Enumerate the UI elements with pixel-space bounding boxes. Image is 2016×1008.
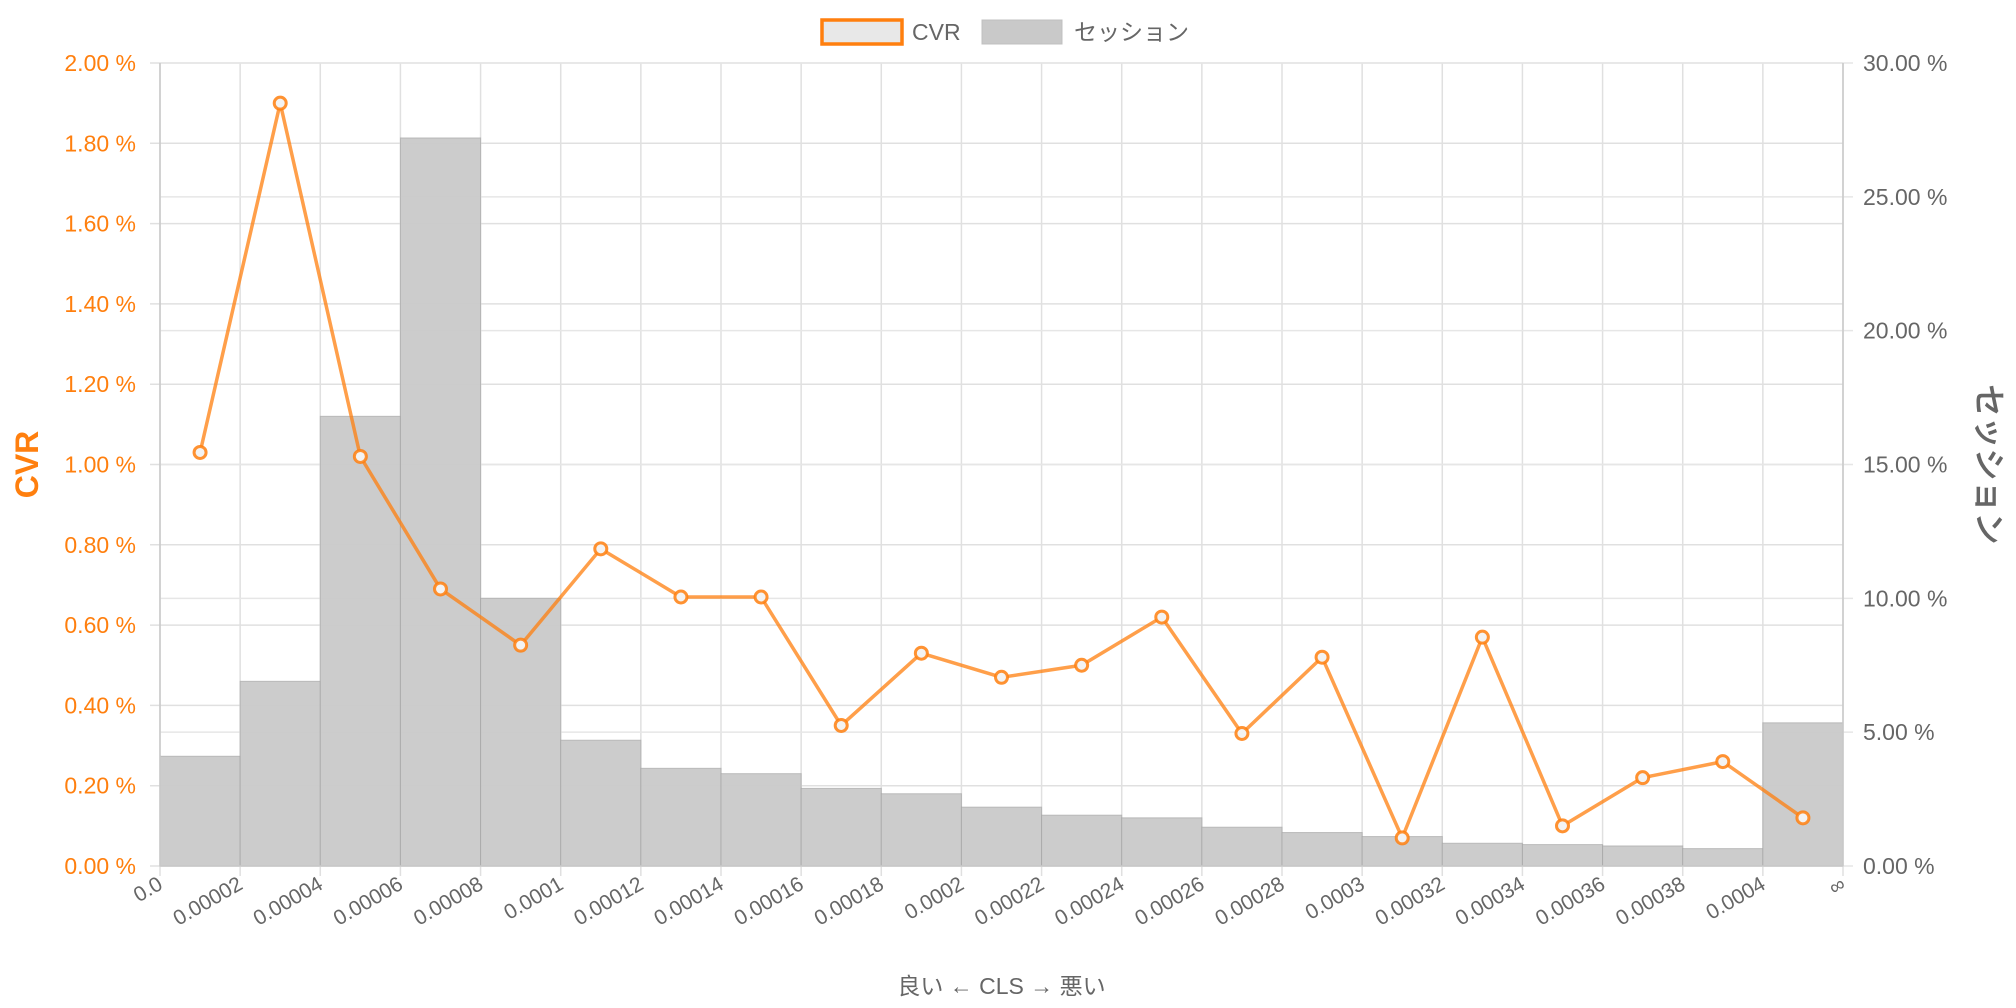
left-tick-label: 0.60 % — [64, 612, 136, 638]
right-tick-label: 20.00 % — [1863, 318, 1947, 344]
cvr-point — [833, 717, 849, 733]
cvr-point — [1234, 726, 1250, 742]
left-tick-label: 1.20 % — [64, 371, 136, 397]
session-bar — [720, 773, 802, 867]
cvr-point — [1555, 818, 1570, 834]
right-axis-title: セッション — [1971, 384, 2007, 544]
session-bar — [399, 137, 482, 867]
cvr-point — [753, 589, 769, 605]
cvr-point — [1635, 770, 1651, 786]
x-tick-label: 0.00018 — [811, 872, 888, 930]
x-tick-label: 0.00006 — [330, 872, 407, 930]
x-tick-label: 0.00024 — [1051, 872, 1129, 930]
left-tick-label: 0.40 % — [64, 692, 136, 718]
session-bar — [800, 787, 882, 867]
right-tick-label: 25.00 % — [1863, 184, 1947, 210]
cvr-point — [192, 444, 208, 460]
session-bar — [1602, 845, 1684, 867]
session-bar — [1121, 817, 1203, 867]
session-bar — [640, 767, 722, 867]
cvr-point — [272, 95, 288, 111]
x-axis-title: 良い ← CLS → 悪い — [897, 973, 1105, 999]
x-tick-label: 0.00008 — [410, 872, 487, 930]
left-tick-label: 1.80 % — [64, 130, 136, 156]
x-tick-label: 0.0003 — [1302, 872, 1369, 924]
session-bar — [239, 680, 321, 867]
x-tick-label: 0.00014 — [650, 872, 728, 930]
x-tick-label: 0.00012 — [570, 872, 647, 930]
x-tick-label: 0.00028 — [1211, 872, 1288, 930]
x-tick-label: 0.00026 — [1131, 872, 1208, 930]
cvr-point — [593, 541, 609, 557]
left-tick-label: 2.00 % — [64, 50, 136, 76]
cvr-point — [1474, 629, 1490, 645]
legend-item-sessions[interactable]: セッション — [981, 19, 1189, 45]
left-tick-label: 0.00 % — [64, 853, 136, 879]
session-bar — [1041, 814, 1123, 867]
cvr-line — [192, 95, 1811, 846]
session-bar — [159, 755, 241, 867]
cvr-point — [352, 448, 368, 464]
cvr-point — [673, 589, 689, 605]
session-bar — [1762, 722, 1844, 867]
x-tick-label: 0.0002 — [901, 872, 968, 924]
x-tick-label: 0.0001 — [500, 872, 567, 924]
left-axis-title: CVR — [9, 431, 45, 499]
session-bar — [880, 793, 962, 867]
x-tick-label: 0.00016 — [730, 872, 807, 930]
legend-label-sessions: セッション — [1074, 19, 1189, 45]
cvr-point — [994, 669, 1009, 685]
session-bar — [960, 806, 1043, 867]
cvr-point — [1394, 830, 1410, 846]
right-tick-label: 15.00 % — [1863, 452, 1947, 478]
left-tick-label: 1.40 % — [64, 291, 136, 317]
x-tick-label: 0.00022 — [971, 872, 1048, 930]
right-tick-label: 5.00 % — [1863, 719, 1935, 745]
cvr-point — [1074, 657, 1090, 673]
session-bar — [1441, 842, 1523, 867]
x-tick-label: 0.00004 — [250, 872, 328, 930]
legend-swatch-cvr — [820, 18, 904, 46]
x-tick-label: 0.00038 — [1612, 872, 1689, 930]
x-tick-label: 0.0004 — [1702, 872, 1769, 924]
right-tick-label: 0.00 % — [1863, 853, 1935, 879]
session-bar — [1682, 848, 1764, 867]
session-bar — [1201, 826, 1283, 867]
cvr-point — [1154, 609, 1170, 625]
cvr-point — [1715, 754, 1731, 770]
left-tick-label: 1.00 % — [64, 452, 136, 478]
right-tick-label: 30.00 % — [1863, 50, 1947, 76]
session-bar — [1521, 844, 1604, 867]
x-tick-label: 0.00036 — [1532, 872, 1609, 930]
x-tick-label: ∞ — [1825, 872, 1849, 899]
cvr-point — [913, 645, 929, 661]
left-tick-label: 0.80 % — [64, 532, 136, 558]
session-bars — [159, 137, 1844, 867]
cvr-point — [433, 581, 448, 597]
cvr-point — [1795, 810, 1811, 826]
left-tick-label: 0.20 % — [64, 773, 136, 799]
x-tick-label: 0.00032 — [1372, 872, 1449, 930]
cvr-point — [513, 637, 529, 653]
right-tick-label: 10.00 % — [1863, 585, 1947, 611]
x-tick-label: 0.00034 — [1452, 872, 1530, 930]
session-bar — [319, 415, 401, 867]
session-bar — [1281, 832, 1363, 867]
x-tick-label: 0.00002 — [169, 872, 246, 930]
cvr-point — [1314, 649, 1330, 665]
legend[interactable]: CVR セッション — [820, 18, 1189, 46]
legend-item-cvr[interactable]: CVR — [820, 18, 961, 46]
session-bar — [560, 739, 642, 867]
legend-label-cvr: CVR — [912, 19, 961, 45]
legend-swatch-sessions — [981, 19, 1063, 45]
left-tick-label: 1.60 % — [64, 211, 136, 237]
